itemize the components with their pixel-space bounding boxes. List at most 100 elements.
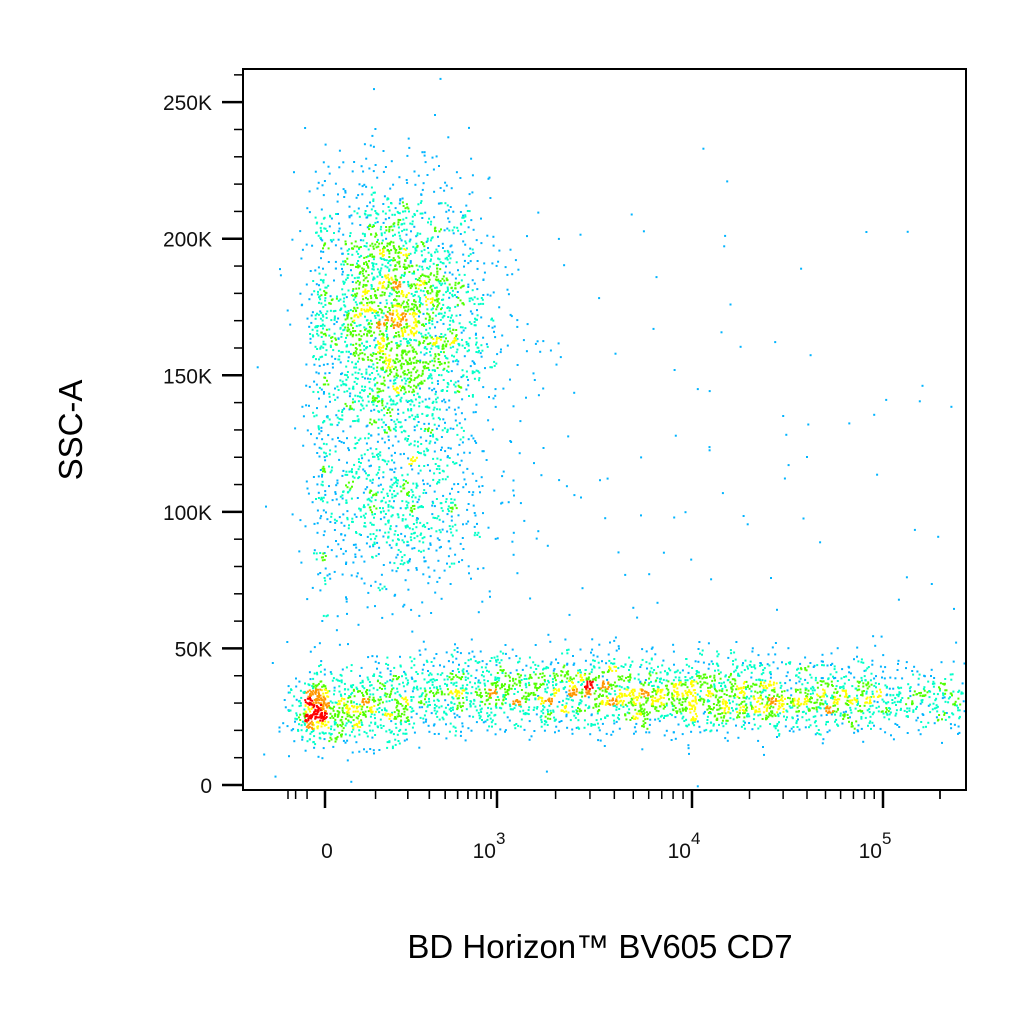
event-dot bbox=[349, 352, 352, 355]
event-dot bbox=[327, 383, 330, 386]
event-dot bbox=[748, 697, 751, 700]
event-dot bbox=[824, 693, 827, 696]
event-dot bbox=[470, 577, 472, 580]
event-dot bbox=[427, 427, 430, 430]
event-dot bbox=[408, 271, 411, 273]
event-dot bbox=[771, 646, 774, 649]
event-dot bbox=[805, 712, 807, 715]
event-dot bbox=[321, 319, 324, 322]
event-dot bbox=[708, 449, 711, 452]
event-dot bbox=[385, 709, 388, 712]
event-dot bbox=[897, 695, 900, 698]
event-dot bbox=[360, 534, 362, 536]
event-dot bbox=[387, 505, 390, 508]
event-dot bbox=[425, 659, 428, 662]
event-dot bbox=[423, 678, 426, 681]
event-dot bbox=[712, 662, 714, 665]
event-dot bbox=[411, 496, 414, 499]
event-dot bbox=[300, 561, 303, 564]
event-dot bbox=[409, 222, 412, 225]
event-dot bbox=[322, 161, 325, 164]
event-dot bbox=[364, 715, 367, 718]
event-dot bbox=[344, 402, 347, 405]
event-dot bbox=[412, 245, 415, 248]
event-dot bbox=[601, 675, 604, 678]
event-dot bbox=[495, 362, 498, 365]
event-dot bbox=[455, 261, 458, 264]
event-dot bbox=[293, 171, 295, 174]
event-dot bbox=[408, 443, 411, 446]
event-dot bbox=[385, 237, 388, 240]
event-dot bbox=[663, 717, 665, 719]
event-dot bbox=[440, 705, 443, 708]
event-dot bbox=[476, 260, 479, 262]
event-dot bbox=[372, 265, 375, 268]
event-dot bbox=[383, 585, 386, 588]
event-dot bbox=[359, 391, 362, 394]
event-dot bbox=[386, 402, 389, 405]
event-dot bbox=[435, 248, 438, 251]
event-dot bbox=[473, 525, 476, 528]
event-dot bbox=[422, 640, 425, 643]
event-dot bbox=[391, 459, 393, 462]
event-dot bbox=[577, 726, 580, 729]
event-dot bbox=[432, 284, 435, 287]
event-dot bbox=[363, 245, 366, 247]
event-dot bbox=[447, 508, 450, 511]
event-dot bbox=[459, 286, 462, 289]
event-dot bbox=[699, 690, 702, 693]
event-dot bbox=[493, 360, 496, 363]
event-dot bbox=[580, 700, 583, 703]
event-dot bbox=[806, 456, 808, 458]
event-dot bbox=[438, 282, 441, 285]
event-dot bbox=[540, 718, 543, 721]
event-dot bbox=[323, 391, 325, 393]
event-dot bbox=[303, 716, 306, 719]
event-dot bbox=[388, 243, 391, 246]
event-dot bbox=[468, 572, 470, 575]
event-dot bbox=[740, 671, 743, 674]
event-dot bbox=[477, 679, 480, 682]
event-dot bbox=[862, 740, 865, 743]
event-dot bbox=[378, 388, 381, 391]
event-dot bbox=[333, 686, 336, 689]
event-dot bbox=[493, 714, 496, 717]
event-dot bbox=[404, 525, 407, 528]
event-dot bbox=[478, 717, 481, 720]
event-dot bbox=[314, 317, 317, 320]
event-dot bbox=[455, 329, 458, 331]
event-dot bbox=[411, 346, 414, 349]
event-dot bbox=[329, 671, 332, 674]
event-dot bbox=[406, 377, 409, 380]
event-dot bbox=[418, 401, 421, 404]
event-dot bbox=[446, 678, 449, 681]
event-dot bbox=[360, 165, 363, 168]
event-dot bbox=[355, 334, 358, 337]
event-dot bbox=[401, 519, 404, 522]
event-dot bbox=[487, 715, 489, 718]
event-dot bbox=[282, 722, 285, 725]
event-dot bbox=[437, 263, 439, 266]
event-dot bbox=[870, 727, 872, 730]
event-dot bbox=[342, 727, 345, 730]
event-dot bbox=[788, 729, 791, 732]
event-dot bbox=[467, 565, 470, 568]
event-dot bbox=[417, 549, 420, 552]
event-dot bbox=[437, 416, 440, 419]
event-dot bbox=[351, 289, 354, 292]
event-dot bbox=[447, 510, 450, 513]
event-dot bbox=[802, 710, 805, 713]
event-dot bbox=[444, 282, 447, 285]
event-dot bbox=[450, 187, 453, 190]
event-dot bbox=[365, 472, 367, 475]
event-dot bbox=[363, 344, 366, 347]
event-dot bbox=[819, 680, 822, 683]
event-dot bbox=[315, 552, 318, 555]
event-dot bbox=[378, 749, 381, 751]
event-dot bbox=[434, 334, 437, 337]
event-dot bbox=[419, 361, 422, 364]
event-dot bbox=[459, 687, 462, 690]
event-dot bbox=[885, 707, 888, 709]
event-dot bbox=[386, 680, 389, 683]
event-dot bbox=[753, 665, 756, 668]
